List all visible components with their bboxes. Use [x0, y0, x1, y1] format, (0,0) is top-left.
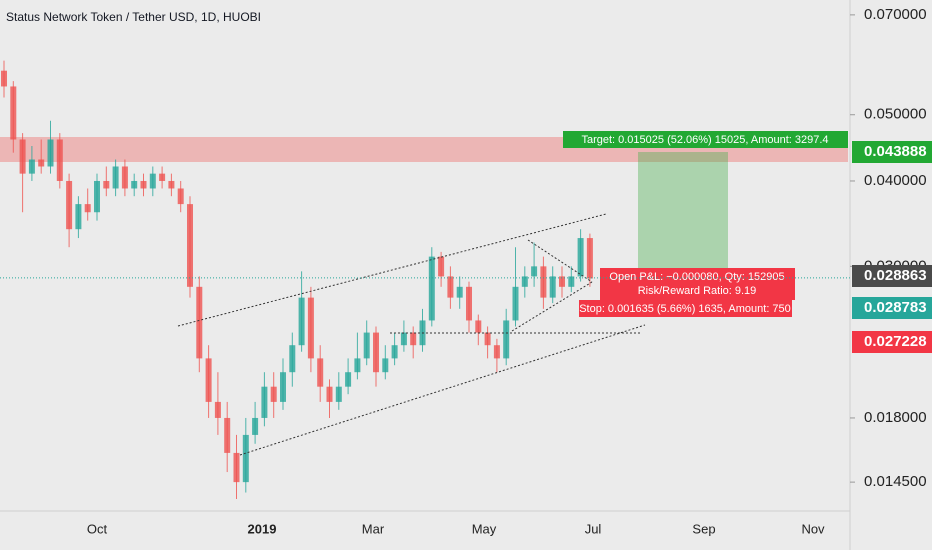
stop-label-bg	[579, 300, 792, 317]
candle-body	[66, 180, 73, 230]
candle-body	[559, 276, 565, 287]
candle-body	[280, 372, 286, 402]
candle-body	[586, 238, 593, 279]
candle-body	[549, 276, 556, 298]
candle-body	[456, 286, 463, 298]
candle-body	[400, 332, 407, 346]
x-tick-label: Sep	[692, 521, 715, 536]
candle-body	[438, 256, 445, 277]
candle-body	[19, 139, 26, 174]
price-marker-bg	[852, 331, 932, 353]
candle-body	[428, 256, 435, 321]
candle-body	[540, 266, 547, 298]
candle-body	[112, 166, 119, 189]
candle-body	[131, 180, 138, 189]
candle-body	[47, 139, 54, 167]
candle-body	[224, 417, 231, 453]
candle-body	[56, 139, 63, 181]
candle-body	[307, 297, 314, 359]
price-marker-bg	[852, 265, 932, 287]
candle-body	[214, 401, 221, 418]
candle-body	[94, 180, 100, 213]
price-marker-label: 0.043888	[864, 143, 927, 160]
candle-body	[373, 332, 379, 373]
candle-body	[205, 358, 212, 402]
price-marker-label: 0.027228	[864, 333, 927, 350]
y-tick-label: 0.014500	[864, 473, 927, 490]
y-tick-label: 0.050000	[864, 106, 927, 123]
candle-body	[121, 166, 128, 189]
upper-channel	[177, 213, 607, 327]
candle-body	[484, 332, 491, 346]
candle-body	[242, 434, 249, 483]
candle-body	[28, 159, 35, 174]
candle-body	[512, 286, 519, 321]
candle-body	[363, 332, 370, 359]
candle-body	[335, 386, 342, 402]
candle-body	[568, 276, 575, 287]
candle-body	[159, 173, 166, 181]
candle-body	[177, 188, 184, 205]
trendlines	[177, 213, 646, 456]
candle-body	[503, 320, 510, 359]
x-tick-label: May	[472, 521, 497, 536]
candle-body	[149, 173, 156, 189]
triangle-top	[527, 239, 593, 283]
candle-body	[270, 386, 277, 402]
x-tick-label: Mar	[362, 521, 385, 536]
candle-body	[289, 345, 296, 373]
candle-body	[84, 204, 91, 213]
x-tick-label: Nov	[801, 521, 825, 536]
candle-body	[354, 358, 361, 373]
stop-label: Stop: 0.001635 (5.66%) 1635, Amount: 750	[579, 303, 791, 315]
candle-body	[521, 276, 528, 287]
candle-body	[261, 386, 268, 418]
price-marker-bg	[852, 297, 932, 319]
candle-body	[187, 204, 193, 287]
risk-reward-label: Risk/Reward Ratio: 9.19	[638, 285, 757, 297]
candle-body	[75, 204, 82, 230]
candle-body	[317, 358, 324, 387]
pnl-label-bg	[600, 268, 795, 300]
candle-body	[493, 345, 500, 359]
y-tick-label: 0.070000	[864, 6, 927, 23]
candle-body	[252, 417, 259, 435]
x-tick-label: Oct	[87, 521, 108, 536]
candle-body	[168, 180, 175, 189]
x-tick-label: Jul	[585, 521, 602, 536]
y-tick-label: 0.018000	[864, 409, 927, 426]
candle-body	[1, 70, 7, 87]
candle-body	[410, 332, 417, 346]
candle-body	[345, 372, 352, 387]
candle-body	[447, 276, 454, 298]
target-zone	[638, 152, 728, 283]
candle-body	[196, 286, 203, 359]
candle-body	[298, 297, 305, 346]
candle-body	[382, 358, 389, 373]
price-marker-bg	[852, 141, 932, 163]
candle-body	[391, 345, 398, 359]
candle-body	[10, 86, 17, 140]
y-tick-label: 0.040000	[864, 172, 927, 189]
lower-channel	[239, 324, 646, 456]
chart-title: Status Network Token / Tether USD, 1D, H…	[6, 10, 261, 24]
candle-body	[326, 386, 333, 402]
candle-body	[140, 180, 147, 189]
candle-body	[475, 320, 482, 333]
candle-body	[103, 180, 110, 189]
price-marker-label: 0.028783	[864, 299, 927, 316]
price-marker-label: 0.028863	[864, 267, 927, 284]
target-label-bg	[563, 131, 848, 148]
candle-body	[577, 238, 584, 277]
candle-body	[38, 159, 45, 167]
target-label: Target: 0.015025 (52.06%) 15025, Amount:…	[581, 134, 828, 146]
candle-body	[466, 286, 472, 321]
candle-body	[531, 266, 538, 277]
candle-body	[233, 452, 240, 483]
pnl-label: Open P&L: −0.000080, Qty: 152905	[609, 271, 784, 283]
x-tick-label: 2019	[248, 521, 277, 536]
